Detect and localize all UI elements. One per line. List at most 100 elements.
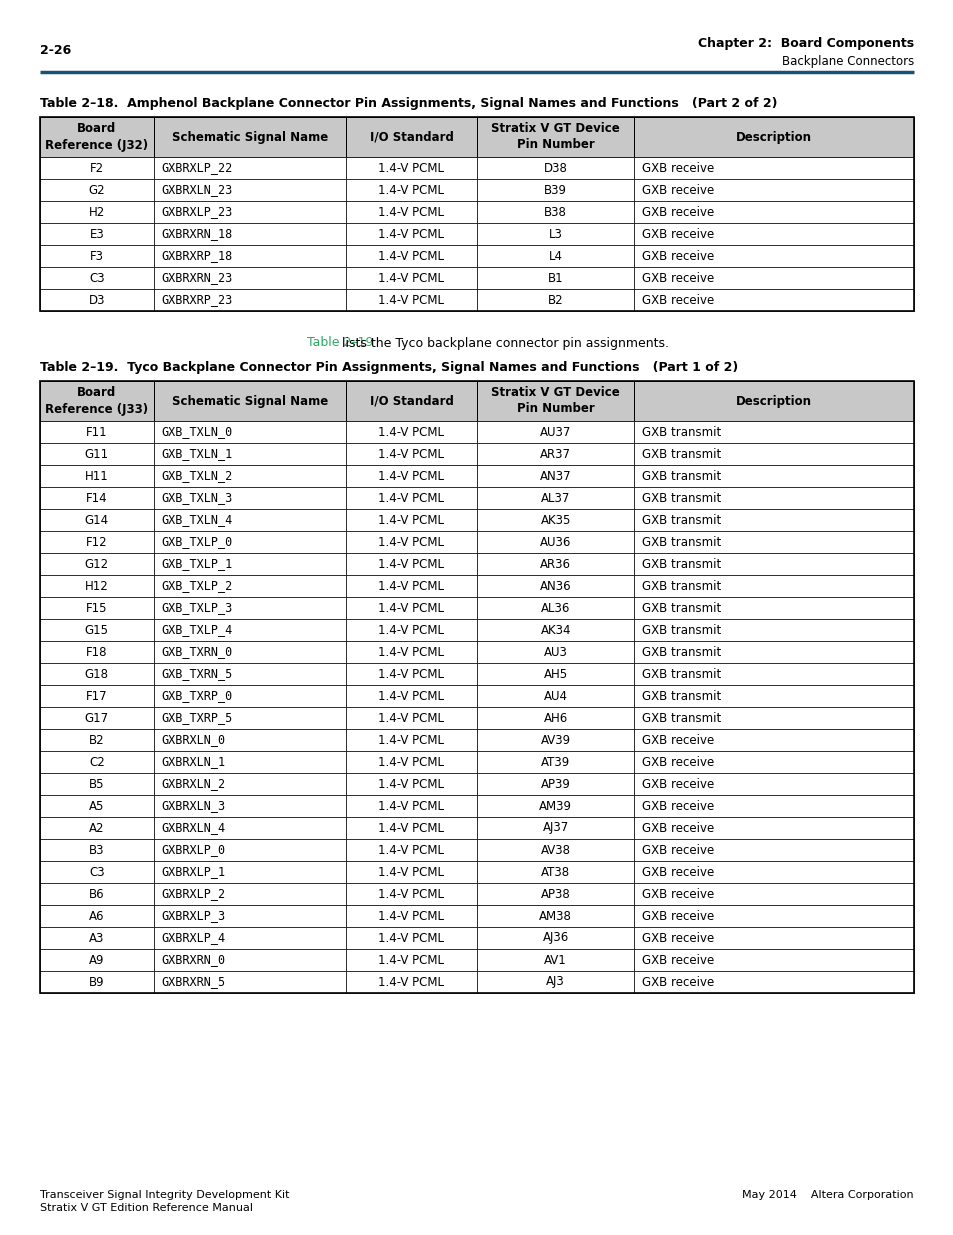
- Text: Description: Description: [736, 394, 811, 408]
- Bar: [40, 619, 153, 641]
- Text: C2: C2: [89, 756, 105, 768]
- Bar: [153, 883, 346, 905]
- Text: AN37: AN37: [539, 469, 571, 483]
- Text: 1.4-V PCML: 1.4-V PCML: [378, 976, 444, 988]
- Text: Schematic Signal Name: Schematic Signal Name: [172, 131, 328, 143]
- Text: 1.4-V PCML: 1.4-V PCML: [378, 162, 444, 174]
- Text: H11: H11: [85, 469, 109, 483]
- Text: AR37: AR37: [539, 447, 571, 461]
- Text: GXB receive: GXB receive: [641, 931, 714, 945]
- Text: H12: H12: [85, 579, 109, 593]
- Text: AR36: AR36: [539, 557, 571, 571]
- Bar: [634, 531, 913, 553]
- Text: 1.4-V PCML: 1.4-V PCML: [378, 778, 444, 790]
- Bar: [40, 509, 153, 531]
- Text: F15: F15: [86, 601, 108, 615]
- Bar: [634, 619, 913, 641]
- Text: 1.4-V PCML: 1.4-V PCML: [378, 272, 444, 284]
- Text: GXBRXLN_2: GXBRXLN_2: [161, 778, 226, 790]
- Text: G18: G18: [85, 667, 109, 680]
- Bar: [40, 201, 153, 224]
- Text: F12: F12: [86, 536, 108, 548]
- Bar: [40, 466, 153, 487]
- Bar: [153, 619, 346, 641]
- Text: GXB receive: GXB receive: [641, 162, 714, 174]
- Text: B39: B39: [543, 184, 567, 196]
- Bar: [476, 751, 634, 773]
- Text: Pin Number: Pin Number: [517, 138, 594, 152]
- Bar: [346, 948, 476, 971]
- Text: G14: G14: [85, 514, 109, 526]
- Bar: [153, 685, 346, 706]
- Bar: [153, 179, 346, 201]
- Bar: [153, 443, 346, 466]
- Bar: [346, 773, 476, 795]
- Bar: [634, 487, 913, 509]
- Bar: [476, 927, 634, 948]
- Text: F18: F18: [86, 646, 108, 658]
- Text: B9: B9: [89, 976, 105, 988]
- Bar: [346, 201, 476, 224]
- Bar: [40, 179, 153, 201]
- Bar: [634, 685, 913, 706]
- Bar: [40, 773, 153, 795]
- Text: GXBRXRN_5: GXBRXRN_5: [161, 976, 226, 988]
- Bar: [634, 706, 913, 729]
- Text: 1.4-V PCML: 1.4-V PCML: [378, 711, 444, 725]
- Text: A2: A2: [89, 821, 105, 835]
- Bar: [153, 706, 346, 729]
- Bar: [153, 663, 346, 685]
- Bar: [153, 117, 346, 157]
- Text: GXB_TXRP_5: GXB_TXRP_5: [161, 711, 233, 725]
- Text: GXB receive: GXB receive: [641, 866, 714, 878]
- Bar: [476, 531, 634, 553]
- Text: GXB receive: GXB receive: [641, 205, 714, 219]
- Bar: [476, 443, 634, 466]
- Bar: [346, 706, 476, 729]
- Bar: [40, 729, 153, 751]
- Bar: [634, 773, 913, 795]
- Bar: [40, 421, 153, 443]
- Bar: [476, 685, 634, 706]
- Text: Transceiver Signal Integrity Development Kit: Transceiver Signal Integrity Development…: [40, 1191, 289, 1200]
- Bar: [346, 531, 476, 553]
- Text: 1.4-V PCML: 1.4-V PCML: [378, 667, 444, 680]
- Text: GXBRXLP_3: GXBRXLP_3: [161, 909, 226, 923]
- Bar: [634, 245, 913, 267]
- Text: B2: B2: [89, 734, 105, 746]
- Text: GXB_TXLP_2: GXB_TXLP_2: [161, 579, 233, 593]
- Bar: [634, 443, 913, 466]
- Bar: [153, 267, 346, 289]
- Bar: [153, 531, 346, 553]
- Text: G11: G11: [85, 447, 109, 461]
- Text: 1.4-V PCML: 1.4-V PCML: [378, 953, 444, 967]
- Bar: [346, 117, 476, 157]
- Bar: [634, 663, 913, 685]
- Bar: [476, 597, 634, 619]
- Text: Chapter 2:  Board Components: Chapter 2: Board Components: [698, 37, 913, 51]
- Text: B5: B5: [89, 778, 105, 790]
- Text: GXBRXRP_23: GXBRXRP_23: [161, 294, 233, 306]
- Text: GXB receive: GXB receive: [641, 778, 714, 790]
- Text: AJ36: AJ36: [542, 931, 568, 945]
- Text: GXBRXLP_0: GXBRXLP_0: [161, 844, 226, 857]
- Bar: [153, 576, 346, 597]
- Text: AH5: AH5: [543, 667, 567, 680]
- Text: GXBRXLP_23: GXBRXLP_23: [161, 205, 233, 219]
- Bar: [346, 509, 476, 531]
- Text: Stratix V GT Edition Reference Manual: Stratix V GT Edition Reference Manual: [40, 1203, 253, 1213]
- Bar: [346, 751, 476, 773]
- Bar: [40, 117, 153, 157]
- Text: G17: G17: [85, 711, 109, 725]
- Bar: [346, 685, 476, 706]
- Text: Backplane Connectors: Backplane Connectors: [781, 54, 913, 68]
- Text: B38: B38: [543, 205, 566, 219]
- Text: AM38: AM38: [538, 909, 572, 923]
- Bar: [153, 861, 346, 883]
- Bar: [634, 117, 913, 157]
- Text: 1.4-V PCML: 1.4-V PCML: [378, 579, 444, 593]
- Text: GXBRXRN_18: GXBRXRN_18: [161, 227, 233, 241]
- Bar: [634, 729, 913, 751]
- Text: 1.4-V PCML: 1.4-V PCML: [378, 601, 444, 615]
- Text: 1.4-V PCML: 1.4-V PCML: [378, 536, 444, 548]
